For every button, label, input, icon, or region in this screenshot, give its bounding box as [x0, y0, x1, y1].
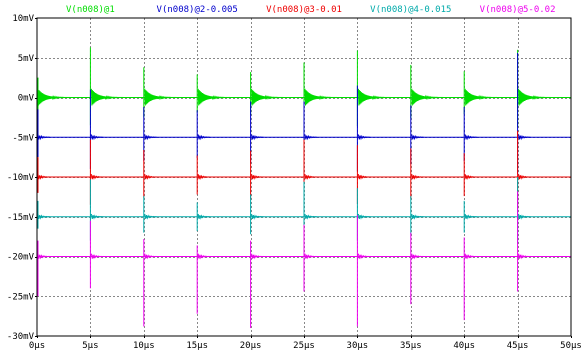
trace-ringing	[144, 88, 177, 106]
trace-ringing	[197, 88, 231, 106]
trace-series	[37, 191, 571, 329]
trace-ripple	[464, 174, 478, 180]
trace-ripple	[90, 174, 104, 180]
legend-entry: V(n008)@4-0.015	[370, 5, 451, 15]
trace-ripple	[144, 213, 157, 220]
x-tick-label: 20µs	[240, 341, 262, 351]
trace-ripple	[304, 174, 318, 180]
trace-ripple	[357, 134, 371, 141]
y-tick-label: 10mV	[12, 14, 34, 24]
trace-ringing	[251, 88, 284, 106]
trace-ringing	[411, 88, 444, 106]
x-tick-label: 25µs	[293, 341, 315, 351]
trace-ripple	[357, 253, 371, 260]
x-tick-label: 30µs	[347, 341, 369, 351]
y-tick-label: 0mV	[18, 94, 35, 104]
trace-ripple	[411, 134, 424, 141]
trace-ripple	[411, 253, 424, 260]
y-tick-label: -5mV	[12, 133, 34, 143]
trace-ripple	[90, 253, 104, 260]
trace-ringing	[37, 88, 71, 106]
trace-ripple	[518, 253, 531, 260]
trace-ripple	[251, 213, 264, 220]
x-tick-label: 50µs	[560, 341, 582, 351]
trace-ripple	[304, 213, 318, 220]
trace-ripple	[518, 213, 531, 220]
x-tick-label: 10µs	[133, 341, 155, 351]
x-tick-label: 40µs	[453, 341, 475, 351]
trace-ripple	[518, 134, 531, 141]
x-tick-label: 15µs	[186, 341, 208, 351]
trace-ripple	[518, 174, 531, 180]
trace-ripple	[304, 253, 318, 260]
x-tick-label: 45µs	[507, 341, 529, 351]
trace-ripple	[251, 174, 264, 180]
trace-ripple	[37, 253, 51, 260]
trace-ripple	[144, 174, 157, 180]
legend-entry: V(n008)@3-0.01	[266, 5, 342, 15]
trace-ripple	[411, 174, 424, 180]
legend: V(n008)@1 V(n008)@2-0.005 V(n008)@3-0.01 V(…	[66, 5, 556, 15]
trace-ripple	[144, 134, 157, 141]
x-axis-ticks: 0µs 5µs 10µs 15µs 20µs 25µs 30µs 35µs 40µs 45µs 50…	[29, 336, 582, 351]
trace-ripple	[304, 134, 318, 141]
trace-ripple	[197, 174, 211, 180]
trace-ripple	[197, 213, 211, 220]
trace-ripple	[197, 253, 211, 260]
y-tick-label: -30mV	[7, 332, 35, 342]
trace-ripple	[357, 174, 371, 180]
trace-ripple	[464, 134, 478, 141]
trace-ripple	[464, 213, 478, 220]
x-tick-label: 35µs	[400, 341, 422, 351]
legend-entry: V(n008)@1	[66, 5, 115, 15]
y-axis-ticks: 10mV 5mV 0mV -5mV -10mV -15mV -20mV -25mV -30mV	[7, 14, 37, 342]
trace-layer	[37, 47, 571, 329]
trace-ripple	[90, 213, 104, 220]
trace-ripple	[357, 213, 371, 220]
trace-ripple	[37, 213, 51, 220]
x-tick-label: 5µs	[82, 341, 98, 351]
legend-entry: V(n008)@5-0.02	[480, 5, 556, 15]
trace-ringing	[357, 88, 391, 106]
y-tick-label: -15mV	[7, 213, 35, 223]
trace-ripple	[464, 253, 478, 260]
y-tick-label: -20mV	[7, 253, 35, 263]
trace-ripple	[251, 134, 264, 141]
trace-ringing	[304, 88, 338, 106]
trace-ripple	[197, 134, 211, 141]
y-tick-label: 5mV	[18, 54, 35, 64]
trace-ringing	[464, 88, 498, 106]
trace-ripple	[37, 134, 51, 141]
legend-entry: V(n008)@2-0.005	[157, 5, 238, 15]
trace-ripple	[144, 253, 157, 260]
trace-ripple	[37, 174, 51, 180]
trace-ripple	[411, 213, 424, 220]
trace-ringing	[518, 88, 551, 106]
trace-ringing	[90, 88, 124, 106]
trace-series	[37, 52, 571, 174]
x-tick-label: 0µs	[29, 341, 45, 351]
trace-ripple	[251, 253, 264, 260]
y-tick-label: -10mV	[7, 173, 35, 183]
y-tick-label: -25mV	[7, 292, 35, 302]
trace-ripple	[90, 134, 104, 141]
